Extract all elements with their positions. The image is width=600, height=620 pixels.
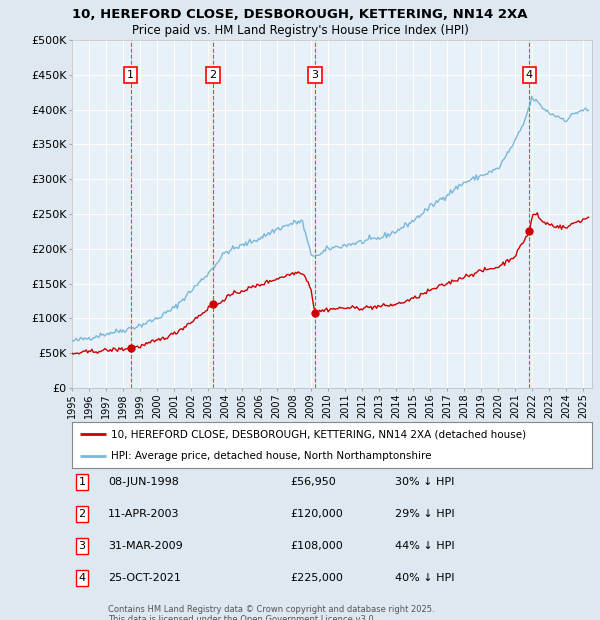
Text: 44% ↓ HPI: 44% ↓ HPI: [395, 541, 455, 551]
Text: 2: 2: [209, 70, 217, 80]
Text: £108,000: £108,000: [290, 541, 343, 551]
Text: £225,000: £225,000: [290, 573, 343, 583]
Text: 3: 3: [79, 541, 86, 551]
Text: 30% ↓ HPI: 30% ↓ HPI: [395, 477, 454, 487]
Text: 25-OCT-2021: 25-OCT-2021: [108, 573, 181, 583]
Text: 31-MAR-2009: 31-MAR-2009: [108, 541, 183, 551]
Text: HPI: Average price, detached house, North Northamptonshire: HPI: Average price, detached house, Nort…: [111, 451, 431, 461]
Text: 10, HEREFORD CLOSE, DESBOROUGH, KETTERING, NN14 2XA: 10, HEREFORD CLOSE, DESBOROUGH, KETTERIN…: [72, 8, 528, 21]
Text: £56,950: £56,950: [290, 477, 336, 487]
Text: 08-JUN-1998: 08-JUN-1998: [108, 477, 179, 487]
Text: 29% ↓ HPI: 29% ↓ HPI: [395, 509, 455, 519]
Text: 40% ↓ HPI: 40% ↓ HPI: [395, 573, 455, 583]
Text: 11-APR-2003: 11-APR-2003: [108, 509, 179, 519]
Text: 2: 2: [79, 509, 86, 519]
Text: 3: 3: [311, 70, 319, 80]
Text: £120,000: £120,000: [290, 509, 343, 519]
Text: Contains HM Land Registry data © Crown copyright and database right 2025.
This d: Contains HM Land Registry data © Crown c…: [108, 605, 434, 620]
Text: 1: 1: [79, 477, 86, 487]
Text: 1: 1: [127, 70, 134, 80]
Text: 4: 4: [79, 573, 86, 583]
Text: Price paid vs. HM Land Registry's House Price Index (HPI): Price paid vs. HM Land Registry's House …: [131, 24, 469, 37]
Text: 10, HEREFORD CLOSE, DESBOROUGH, KETTERING, NN14 2XA (detached house): 10, HEREFORD CLOSE, DESBOROUGH, KETTERIN…: [111, 430, 526, 440]
Text: 4: 4: [526, 70, 533, 80]
